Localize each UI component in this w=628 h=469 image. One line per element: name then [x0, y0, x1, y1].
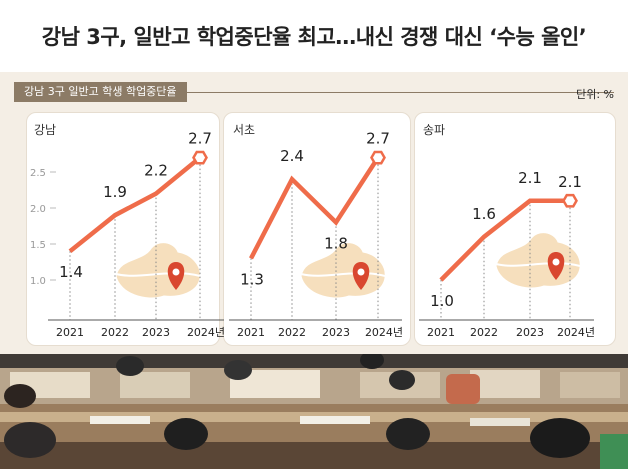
headline: 강남 3구, 일반고 학업중단율 최고…내신 경쟁 대신 ‘수능 올인’	[41, 25, 587, 49]
data-label: 1.9	[103, 183, 127, 201]
district-map	[115, 242, 201, 299]
last-point-marker	[562, 193, 578, 208]
pin-center	[172, 268, 180, 276]
data-label: 2.7	[366, 130, 390, 148]
x-tick-label: 2021	[56, 326, 84, 339]
data-label: 1.3	[240, 270, 264, 288]
district-name: 서초	[233, 123, 255, 137]
x-tick-label: 2023	[142, 326, 170, 339]
data-label: 2.2	[144, 162, 168, 180]
data-label: 2.4	[280, 147, 304, 165]
x-tick-label: 2022	[470, 326, 498, 339]
chart-title: 강남 3구 일반고 학생 학업중단율	[14, 82, 187, 102]
x-tick-label: 2021	[237, 326, 265, 339]
data-label: 2.7	[188, 130, 212, 148]
x-tick-label: 2022	[278, 326, 306, 339]
data-label: 2.1	[518, 169, 542, 187]
subchart-panel-songpa	[414, 112, 616, 346]
pin-center	[357, 268, 365, 276]
classroom-photo	[0, 354, 628, 469]
x-tick-label: 2023	[322, 326, 350, 339]
series-line	[249, 156, 380, 260]
last-point-marker	[370, 150, 386, 165]
y-tick-label: 2.0	[30, 204, 46, 215]
district-name: 송파	[423, 123, 445, 137]
data-label: 1.6	[472, 205, 496, 223]
x-tick-label: 2024년	[187, 326, 225, 339]
x-tick-label: 2022	[101, 326, 129, 339]
x-tick-label: 2023	[516, 326, 544, 339]
location-pin-icon	[547, 252, 565, 280]
location-pin-icon	[352, 262, 370, 290]
x-tick-label: 2024년	[557, 326, 595, 339]
river-line	[495, 262, 581, 267]
data-label: 1.0	[430, 292, 454, 310]
district-map	[495, 232, 581, 289]
unit-label: 단위: %	[576, 88, 614, 101]
last-point-marker	[192, 150, 208, 165]
pin-center	[552, 258, 560, 266]
y-tick-label: 1.0	[30, 276, 46, 287]
data-label: 1.8	[324, 234, 348, 252]
subchart-panel-gangnam	[26, 112, 220, 346]
chart-title-bar: 강남 3구 일반고 학생 학업중단율	[14, 82, 614, 102]
location-pin-icon	[167, 262, 185, 290]
data-label: 2.1	[558, 173, 582, 191]
data-label: 1.4	[59, 263, 83, 281]
series-line	[68, 155, 202, 253]
district-name: 강남	[34, 123, 56, 137]
series-line	[439, 198, 570, 282]
river-line	[300, 272, 386, 277]
title-rule	[184, 92, 614, 93]
y-tick-label: 2.5	[30, 168, 46, 179]
line-charts: 강남 1.0 1.5 2.0 2.5 1.4 1.9 2.2 2.7 2021 2022 2023 20…	[30, 123, 595, 339]
x-tick-label: 2024년	[365, 326, 403, 339]
x-tick-label: 2021	[427, 326, 455, 339]
y-tick-label: 1.5	[30, 240, 46, 251]
